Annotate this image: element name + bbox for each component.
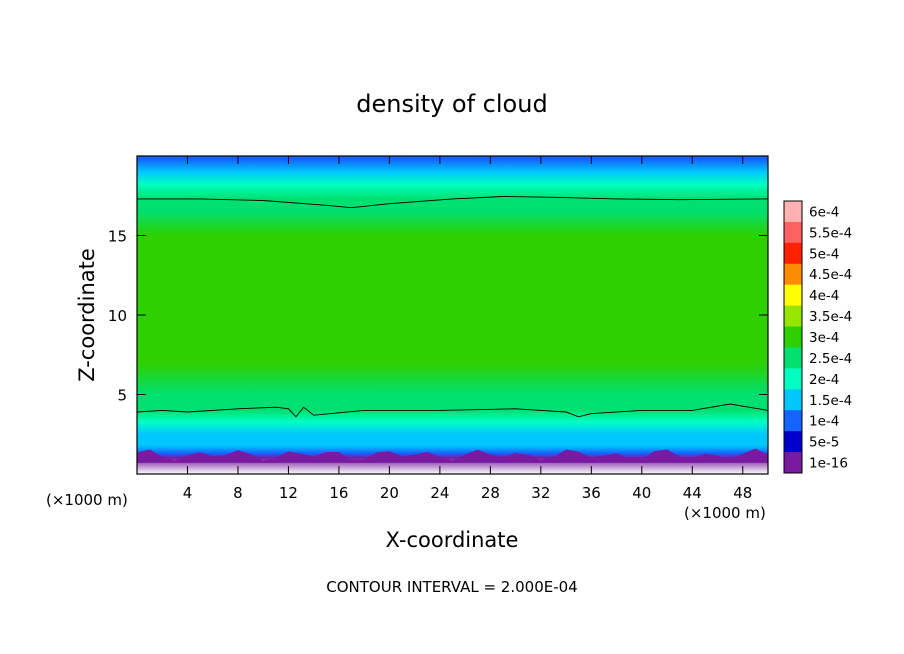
colorbar-label: 4.5e-4 — [809, 267, 852, 283]
y-axis-label: Z-coordinate — [75, 248, 99, 382]
colorbar-swatch — [784, 368, 802, 390]
cloud-base-layer — [137, 448, 768, 463]
x-axis-label: X-coordinate — [386, 528, 519, 552]
x-tick-label: 48 — [733, 484, 752, 502]
colorbar: 6e-4 5.5e-4 5e-4 4.5e-4 4e-4 3.5e-4 3e-4 2.5e-4… — [783, 200, 852, 474]
x-tick-label: 24 — [430, 484, 449, 502]
contour-interval-note: CONTOUR INTERVAL = 2.000E-04 — [326, 578, 577, 596]
density-field — [137, 156, 768, 474]
colorbar-label: 1e-16 — [809, 456, 848, 472]
colorbar-label: 1.5e-4 — [809, 393, 852, 409]
colorbar-swatch — [784, 389, 802, 411]
colorbar-swatch — [784, 201, 802, 223]
colorbar-swatch — [784, 284, 802, 307]
contour-line — [137, 196, 768, 209]
colorbar-label: 3.5e-4 — [809, 309, 852, 325]
x-tick-label: 28 — [481, 484, 500, 502]
plot-area — [137, 156, 768, 474]
colorbar-swatch — [784, 221, 802, 244]
x-tick-label: 4 — [183, 484, 193, 502]
colorbar-frame — [783, 200, 803, 474]
colorbar-swatch — [784, 263, 802, 286]
colorbar-swatch — [784, 305, 802, 328]
x-tick-label: 32 — [531, 484, 550, 502]
colorbar-label: 5e-5 — [809, 435, 839, 451]
x-tick-label: 40 — [632, 484, 651, 502]
x-tick-label: 16 — [329, 484, 348, 502]
y-tick-label: 10 — [108, 307, 127, 325]
cloud-base-band — [137, 448, 768, 463]
colorbar-label: 5.5e-4 — [809, 225, 852, 241]
contour-line — [137, 403, 768, 418]
x-tick-label: 20 — [380, 484, 399, 502]
colorbar-label: 2e-4 — [809, 372, 839, 388]
y-tick-label: 15 — [108, 228, 127, 246]
y-axis-ticks: 5 10 15 — [108, 228, 768, 405]
colorbar-label: 1e-4 — [809, 414, 839, 430]
colorbar-label: 2.5e-4 — [809, 351, 852, 367]
colorbar-swatch — [784, 326, 802, 348]
x-tick-label: 8 — [233, 484, 243, 502]
x-tick-label: 44 — [683, 484, 702, 502]
colorbar-swatch — [784, 431, 802, 453]
colorbar-label: 4e-4 — [809, 288, 839, 304]
x-unit-right: (×1000 m) — [684, 504, 766, 522]
colorbar-label: 5e-4 — [809, 246, 839, 262]
x-axis-ticks: 4 8 12 16 20 24 28 32 36 40 44 48 — [183, 156, 752, 502]
x-tick-label: 12 — [279, 484, 298, 502]
x-unit-left: (×1000 m) — [46, 491, 128, 509]
colorbar-swatch — [784, 452, 802, 474]
contour-lines — [137, 196, 768, 418]
colorbar-swatch — [784, 410, 802, 432]
chart-title: density of cloud — [356, 90, 547, 118]
colorbar-swatch — [784, 242, 802, 265]
colorbar-swatch — [784, 347, 802, 369]
colorbar-label: 3e-4 — [809, 330, 839, 346]
y-tick-label: 5 — [117, 387, 127, 405]
x-tick-label: 36 — [582, 484, 601, 502]
colorbar-label: 6e-4 — [809, 205, 839, 221]
